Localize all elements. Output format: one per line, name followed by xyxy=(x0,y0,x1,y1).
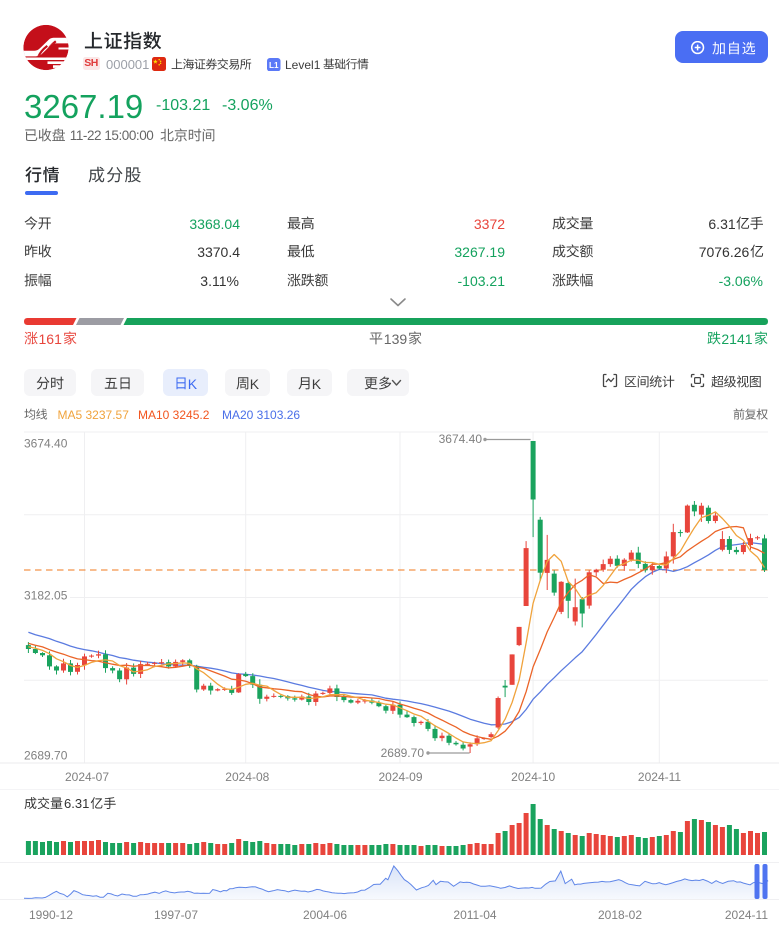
svg-text:3182.05: 3182.05 xyxy=(24,589,68,603)
svg-text:2024-09: 2024-09 xyxy=(378,770,422,784)
svg-text:2018-02: 2018-02 xyxy=(598,908,642,922)
svg-text:2024-11: 2024-11 xyxy=(638,770,681,784)
svg-text:L1: L1 xyxy=(269,61,279,70)
svg-text:2689.70: 2689.70 xyxy=(381,746,425,760)
svg-text:3674.40: 3674.40 xyxy=(24,437,68,451)
svg-text:2024-11: 2024-11 xyxy=(725,908,768,922)
svg-text:2689.70: 2689.70 xyxy=(24,748,68,762)
svg-text:2024-07: 2024-07 xyxy=(65,770,109,784)
svg-text:2024-10: 2024-10 xyxy=(511,770,555,784)
svg-text:6.31: 6.31 xyxy=(64,796,89,811)
svg-text:2024-08: 2024-08 xyxy=(225,770,269,784)
svg-text:3674.40: 3674.40 xyxy=(439,432,483,446)
svg-text:2011-04: 2011-04 xyxy=(453,908,496,922)
svg-text:1990-12: 1990-12 xyxy=(29,908,73,922)
svg-text:1997-07: 1997-07 xyxy=(154,908,198,922)
svg-text:2004-06: 2004-06 xyxy=(303,908,347,922)
